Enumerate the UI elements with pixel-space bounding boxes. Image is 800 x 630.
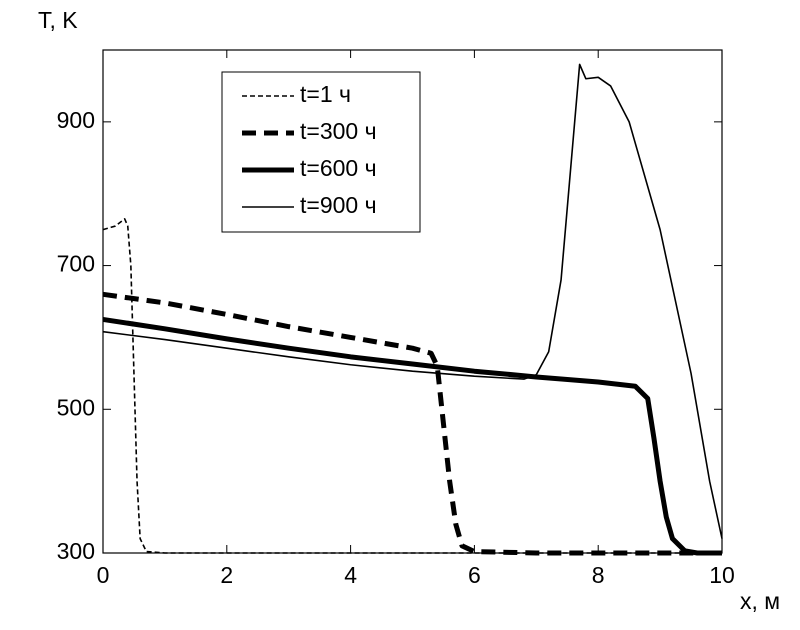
x-axis-label: x, м bbox=[740, 588, 780, 614]
series-line bbox=[102, 291, 722, 556]
y-tick-label: 700 bbox=[57, 251, 95, 277]
legend-label: t=300 ч bbox=[300, 118, 377, 144]
y-tick-label: 900 bbox=[57, 107, 95, 133]
series-line bbox=[102, 63, 723, 539]
series-line bbox=[102, 218, 722, 554]
legend-label: t=900 ч bbox=[300, 192, 377, 218]
legend-box bbox=[221, 71, 421, 233]
y-tick-label: 300 bbox=[57, 538, 95, 564]
series-line bbox=[102, 316, 722, 556]
y-tick-label: 500 bbox=[57, 394, 95, 420]
x-tick-label: 10 bbox=[709, 562, 735, 588]
x-tick-label: 0 bbox=[97, 562, 110, 588]
y-axis-label: T, K bbox=[38, 7, 78, 33]
legend-label: t=1 ч bbox=[300, 81, 351, 107]
x-tick-label: 4 bbox=[344, 562, 357, 588]
x-tick-label: 8 bbox=[592, 562, 605, 588]
legend-label: t=600 ч bbox=[300, 155, 377, 181]
legend: t=1 ч t=300 ч t=600 ч t=900 ч bbox=[221, 71, 421, 233]
x-tick-label: 6 bbox=[468, 562, 481, 588]
x-tick-label: 2 bbox=[220, 562, 233, 588]
plot-frame bbox=[102, 49, 723, 554]
